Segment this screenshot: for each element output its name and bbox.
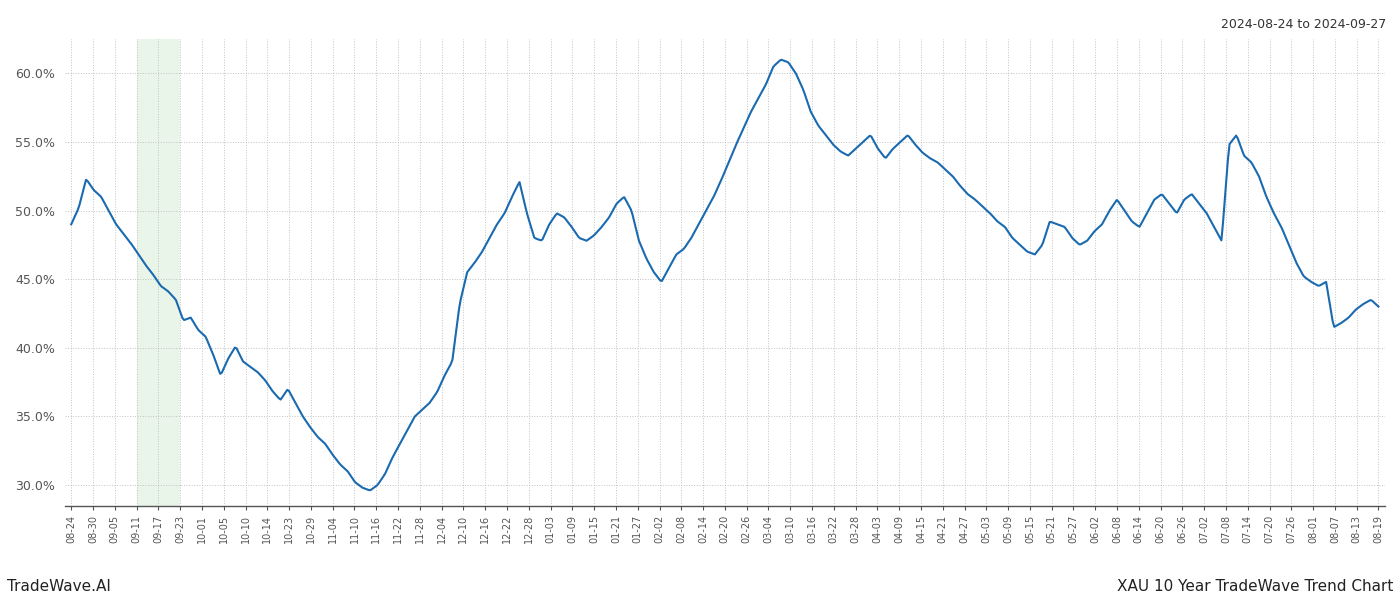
Text: TradeWave.AI: TradeWave.AI bbox=[7, 579, 111, 594]
Bar bbox=[137, 39, 181, 506]
Text: 2024-08-24 to 2024-09-27: 2024-08-24 to 2024-09-27 bbox=[1221, 18, 1386, 31]
Text: XAU 10 Year TradeWave Trend Chart: XAU 10 Year TradeWave Trend Chart bbox=[1117, 579, 1393, 594]
